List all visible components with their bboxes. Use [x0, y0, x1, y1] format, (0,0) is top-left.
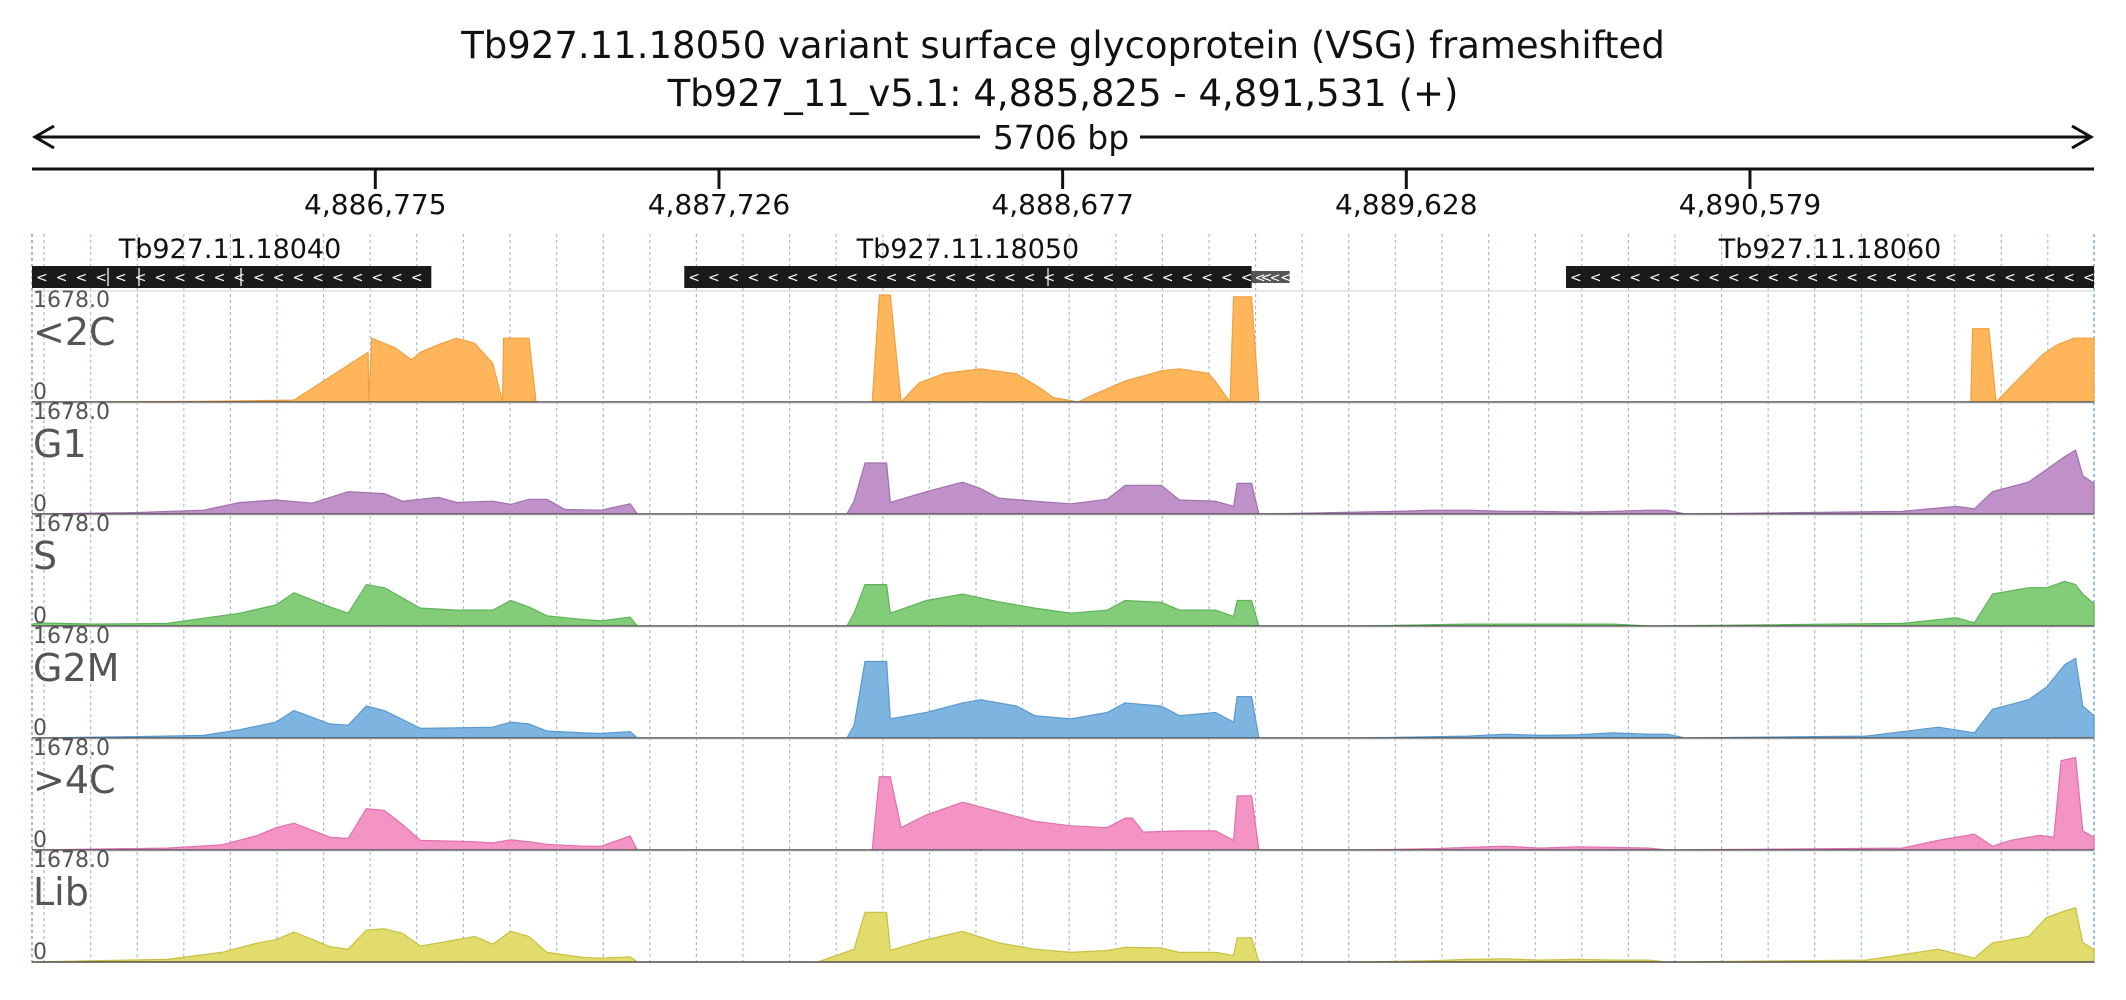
- track-name-label: <2C: [33, 310, 116, 354]
- gene-label: Tb927.11.18060: [1718, 234, 1942, 265]
- track-ymax-label: 1678.0: [33, 848, 110, 873]
- track-ymax-label: 1678.0: [33, 400, 110, 425]
- track-ymax-label: 1678.0: [33, 512, 110, 537]
- grid-lines: [31, 234, 2095, 964]
- gene-Tb927.11.18060: <<<<<<<<<<<<<<<<<<<<<<<<<<<<<<<<<: [1566, 266, 2126, 288]
- span-arrow-left-head: [32, 124, 55, 150]
- track-ymax-label: 1678.0: [33, 288, 110, 313]
- track-ymin-label: 0: [33, 828, 47, 853]
- gene-body: [32, 266, 432, 288]
- strand-arrows: <<<<<<<<<<<<<<<<<<<<<<<<<<<<<<<<<: [1570, 270, 2126, 286]
- coverage-area-5: [31, 907, 2095, 963]
- track-ymin-label: 0: [33, 380, 47, 405]
- track-2C-group: [31, 290, 2095, 404]
- strand-arrows: < <: [1255, 271, 1281, 286]
- span-arrow-right-head: [2071, 124, 2094, 150]
- track-G1-group: [31, 402, 2095, 515]
- strand-arrows: <<<<<<<<<<<<<<<<<<<<<<<<<<<<<<<<<<<<: [688, 270, 1398, 286]
- coverage-area-3: [31, 657, 2095, 739]
- track-ymin-label: 0: [33, 492, 47, 517]
- track-name-label: Lib: [33, 870, 89, 914]
- ruler-tick-label: 4,888,677: [991, 188, 1134, 221]
- track-Lib-group: [31, 850, 2095, 963]
- track-4C-group: [31, 738, 2095, 851]
- track-ymax-label: 1678.0: [33, 624, 110, 649]
- gene-body: [1566, 266, 2094, 288]
- gene-label: Tb927.11.18040: [118, 234, 342, 265]
- coverage-area-2: [31, 580, 2095, 627]
- gene-Tb927.11.18040: <<<<<<<<<<<<<<<<<<<<<<<<<: [32, 266, 529, 288]
- track-name-label: G1: [33, 422, 87, 466]
- chart-subtitle-locus: Tb927_11_v5.1: 4,885,825 - 4,891,531 (+): [667, 72, 1459, 115]
- track-ymax-label: 1678.0: [33, 736, 110, 761]
- gene-body: [684, 266, 1252, 288]
- ruler-tick-label: 4,889,628: [1335, 188, 1478, 221]
- track-name-label: G2M: [33, 646, 119, 690]
- gene-frameshift-segment: [1251, 271, 1290, 283]
- span-length-label: 5706 bp: [993, 118, 1129, 157]
- track-ymin-label: 0: [33, 604, 47, 629]
- gene-Tb927.11.18050: < <<<<<<<<<<<<<<<<<<<<<<<<<<<<<<<<<<<<<: [684, 266, 1398, 288]
- track-ymin-label: 0: [33, 940, 47, 965]
- coverage-area-0: [31, 294, 2095, 404]
- coverage-area-1: [31, 449, 2095, 515]
- strand-arrows: <<<<<<<<<<<<<<<<<<<<<<<<<: [36, 270, 529, 286]
- track-name-label: S: [33, 534, 57, 578]
- ruler-tick-label: 4,887,726: [648, 188, 791, 221]
- coverage-area-4: [31, 756, 2095, 851]
- track-name-label: >4C: [33, 758, 116, 802]
- track-G2M-group: [31, 626, 2095, 739]
- track-S-group: [31, 514, 2095, 627]
- ruler-tick-label: 4,890,579: [1679, 188, 1822, 221]
- chart-title: Tb927.11.18050 variant surface glycoprot…: [461, 24, 1665, 67]
- gene-label: Tb927.11.18050: [856, 234, 1080, 265]
- ruler-tick-label: 4,886,775: [304, 188, 447, 221]
- track-ymin-label: 0: [33, 716, 47, 741]
